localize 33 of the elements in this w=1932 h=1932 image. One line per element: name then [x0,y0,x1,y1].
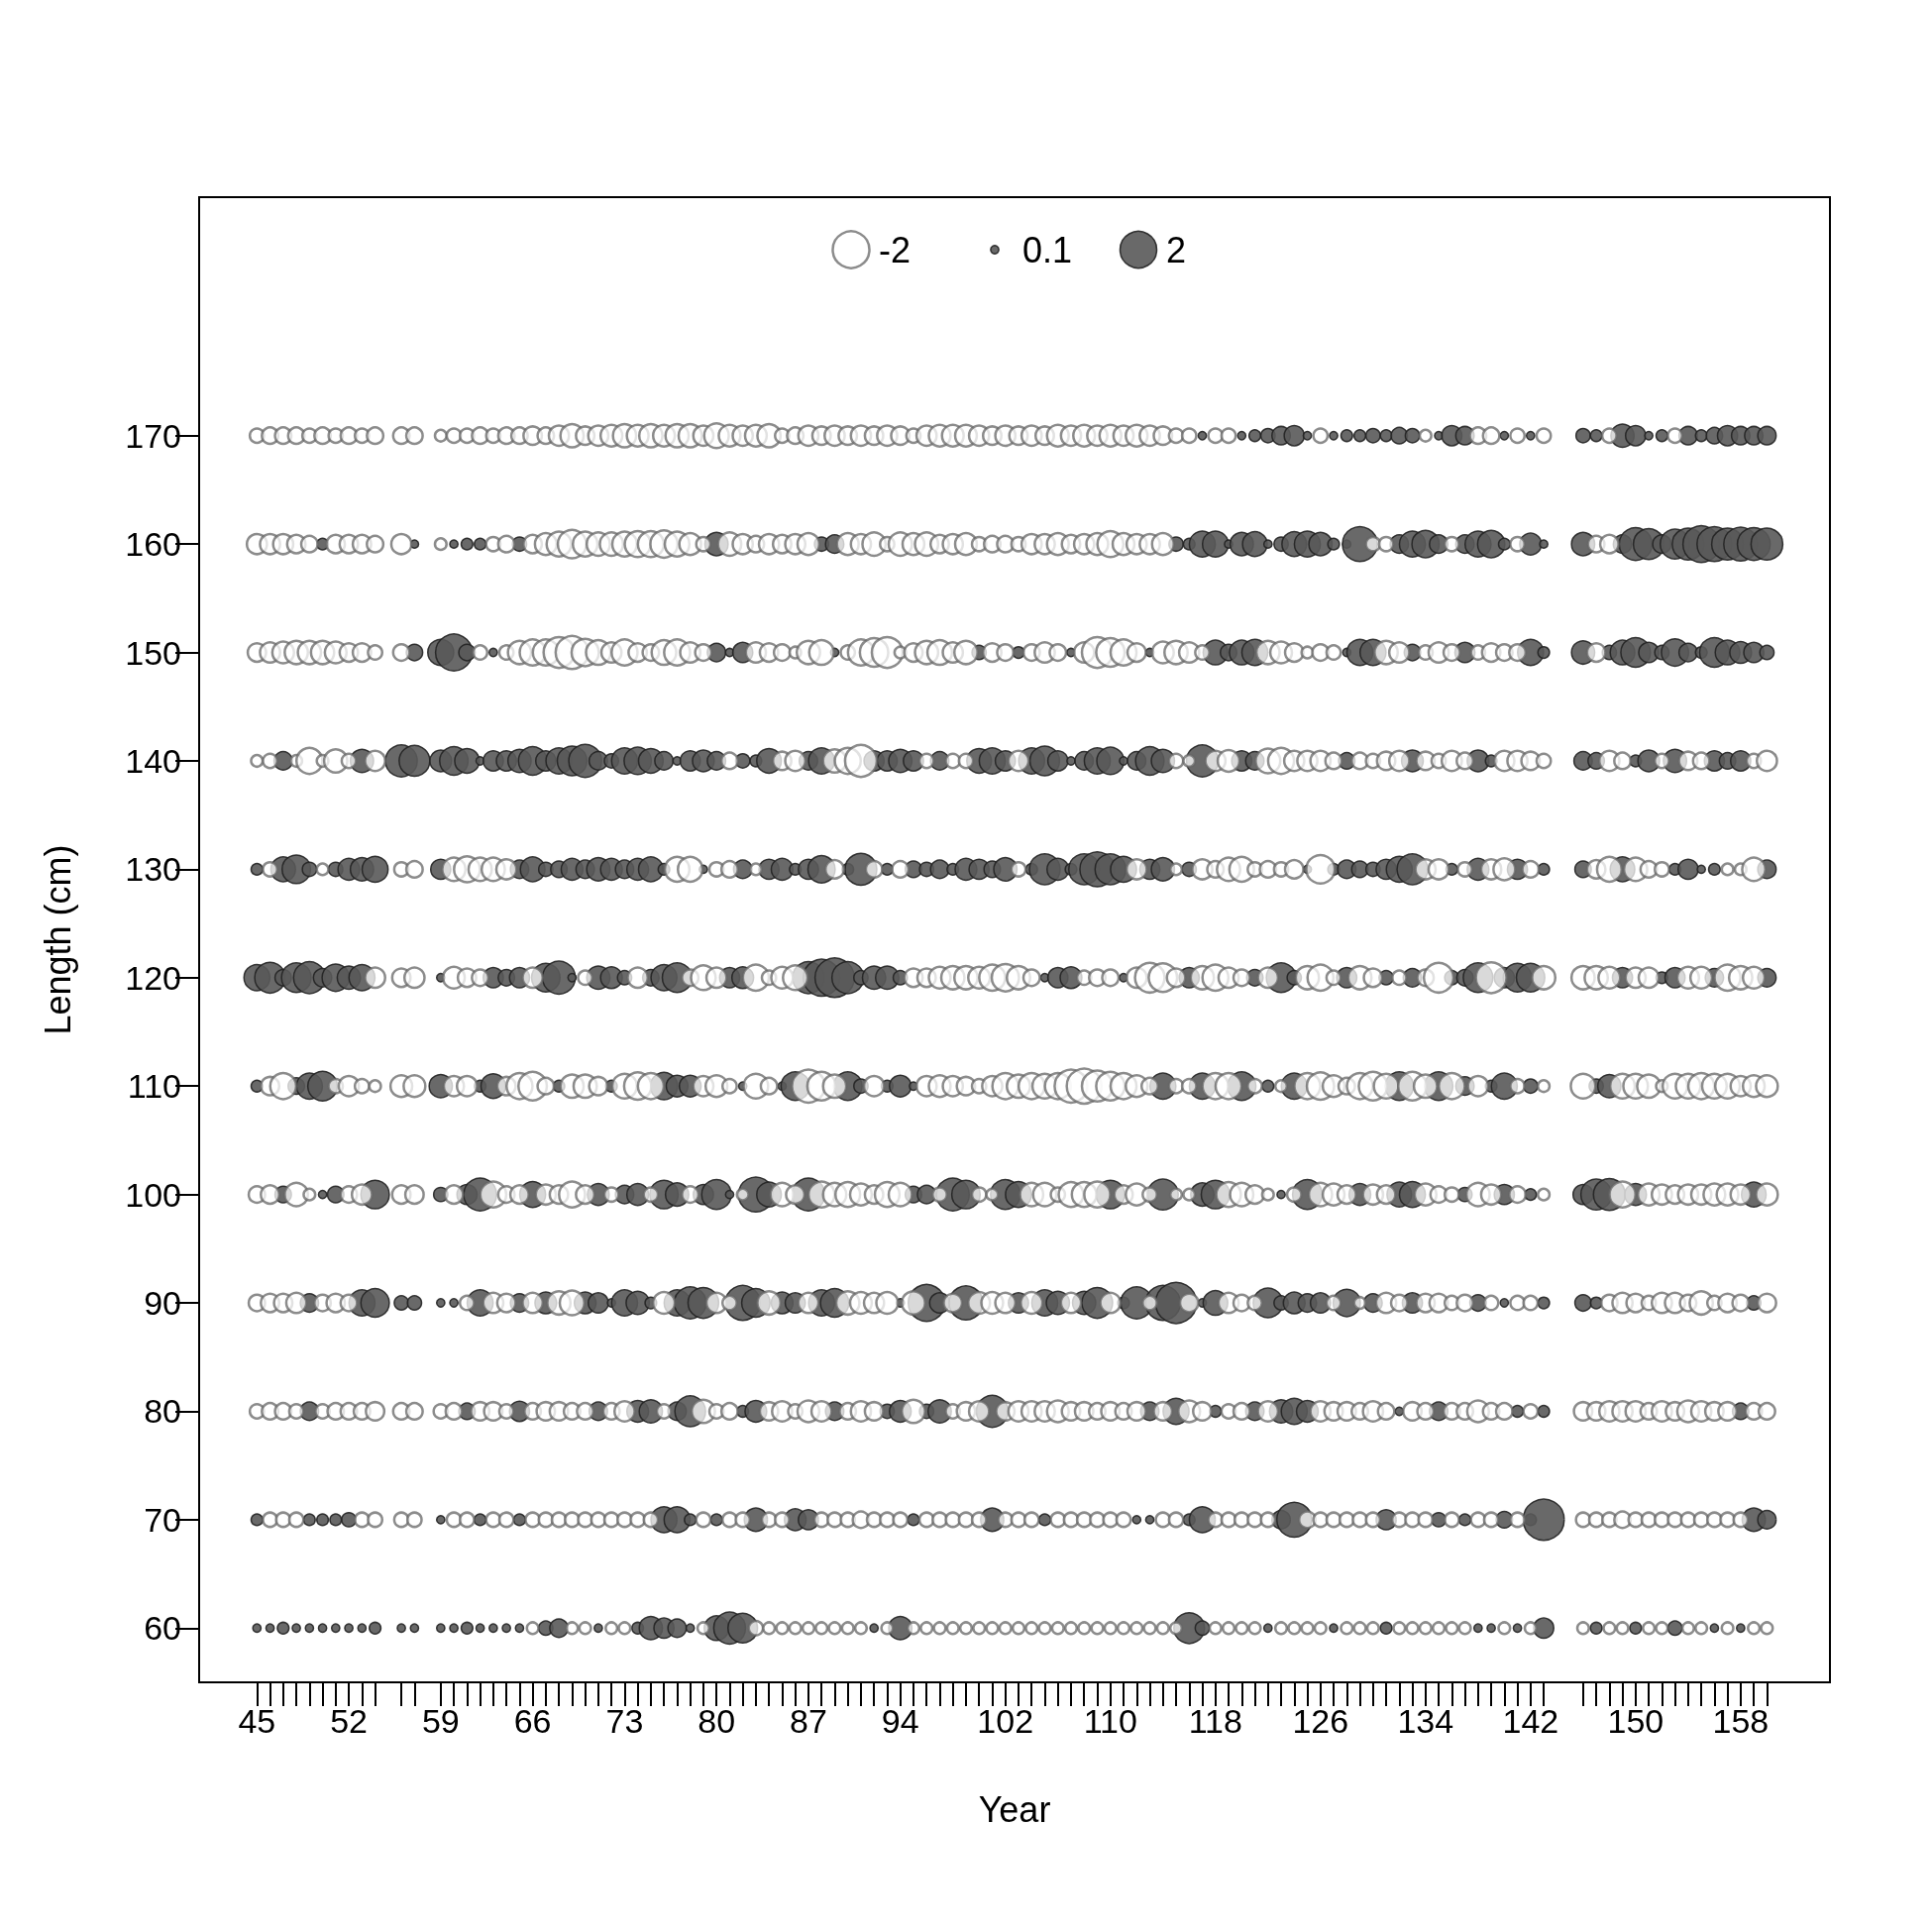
x-tick-label: 45 [238,1702,276,1740]
x-tick-label: 73 [605,1702,644,1740]
y-tick-label: 110 [127,1067,181,1106]
x-tick-label: 142 [1502,1702,1559,1740]
x-tick-label: 150 [1607,1702,1664,1740]
x-tick-label: 134 [1397,1702,1454,1740]
y-tick-label: 150 [125,633,181,672]
x-axis-title: Year [978,1788,1051,1830]
y-tick-label: 60 [144,1609,181,1648]
legend-label: 0.1 [1022,229,1073,270]
y-axis-title: Length (cm) [37,844,78,1035]
y-tick-label: 70 [144,1500,181,1539]
x-tick-label: 158 [1712,1702,1770,1740]
x-tick-label: 118 [1188,1702,1242,1740]
y-tick-label: 160 [125,525,181,564]
y-tick-label: 140 [125,741,181,780]
x-tick-label: 87 [790,1702,827,1740]
y-tick-label: 120 [125,958,181,997]
x-tick-label: 59 [421,1702,460,1740]
y-tick-label: 130 [125,850,181,889]
x-tick-label: 110 [1083,1702,1137,1740]
legend-label: 2 [1166,229,1187,270]
y-tick-label: 80 [144,1392,181,1431]
y-tick-label: 90 [144,1284,181,1323]
x-tick-label: 94 [881,1702,919,1740]
x-tick-label: 52 [330,1702,368,1740]
x-tick-label: 102 [977,1702,1034,1740]
legend-label: -2 [879,229,912,270]
y-tick-label: 100 [125,1175,181,1214]
x-tick-label: 80 [698,1702,736,1740]
x-tick-label: 126 [1292,1702,1349,1740]
y-tick-label: 170 [125,416,181,455]
x-tick-label: 66 [513,1702,552,1740]
